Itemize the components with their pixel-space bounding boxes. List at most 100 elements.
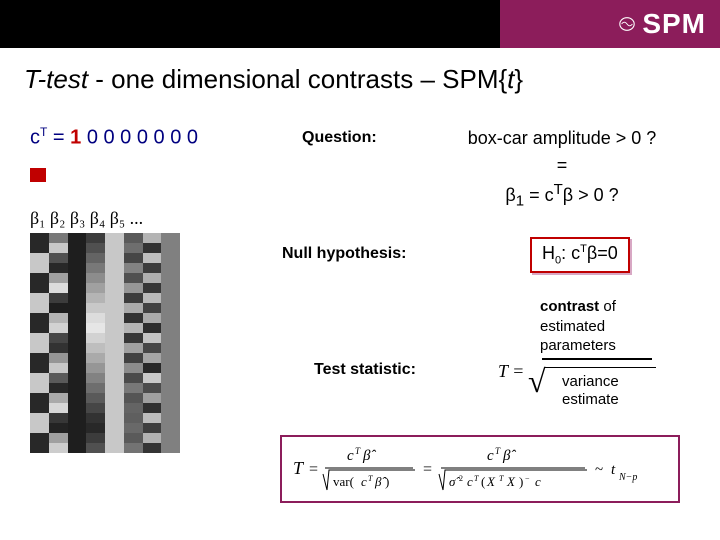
design-matrix-cell: [30, 253, 49, 263]
svg-text:t: t: [611, 462, 616, 478]
design-matrix-cell: [30, 323, 49, 333]
design-matrix-cell: [124, 323, 143, 333]
design-matrix-cell: [161, 383, 180, 393]
h0-post: β=0: [587, 243, 618, 263]
design-matrix-cell: [143, 403, 162, 413]
svg-text:): ): [519, 474, 523, 489]
design-matrix-cell: [30, 363, 49, 373]
design-matrix-cell: [68, 433, 87, 443]
title-mid: - one dimensional contrasts – SPM{: [88, 64, 507, 94]
svg-text:c: c: [467, 474, 473, 489]
ct-l2: estimated: [540, 318, 605, 335]
design-matrix-cell: [143, 303, 162, 313]
sqrt-bar: [544, 367, 656, 368]
design-matrix-cell: [86, 233, 105, 243]
design-matrix-cell: [143, 233, 162, 243]
logo-text: SPM: [642, 8, 706, 40]
svg-text:X: X: [506, 474, 516, 489]
design-matrix-cell: [124, 273, 143, 283]
design-matrix-column: [124, 233, 143, 453]
design-matrix-cell: [49, 403, 68, 413]
design-matrix-cell: [161, 283, 180, 293]
design-matrix-cell: [105, 413, 124, 423]
design-matrix-cell: [143, 423, 162, 433]
test-statistic-label: Test statistic:: [314, 361, 416, 379]
svg-text:T: T: [474, 474, 479, 483]
sqrt-symbol: √: [528, 363, 546, 400]
design-matrix-cell: [105, 343, 124, 353]
question-label: Question:: [302, 129, 377, 147]
variance-text: variance estimate: [562, 373, 619, 409]
design-matrix-cell: [124, 413, 143, 423]
design-matrix-cell: [105, 423, 124, 433]
design-matrix-cell: [30, 403, 49, 413]
title-close: }: [514, 64, 523, 94]
design-matrix-cell: [143, 283, 162, 293]
design-matrix-cell: [49, 373, 68, 383]
design-matrix-cell: [105, 313, 124, 323]
design-matrix: [30, 233, 180, 453]
design-matrix-cell: [124, 433, 143, 443]
design-matrix-cell: [49, 363, 68, 373]
design-matrix-cell: [49, 303, 68, 313]
design-matrix-cell: [105, 443, 124, 453]
design-matrix-cell: [86, 333, 105, 343]
design-matrix-cell: [86, 263, 105, 273]
design-matrix-cell: [49, 423, 68, 433]
design-matrix-cell: [86, 393, 105, 403]
svg-text:β̂: β̂: [502, 448, 516, 464]
design-matrix-cell: [86, 383, 105, 393]
design-matrix-cell: [68, 343, 87, 353]
design-matrix-cell: [68, 413, 87, 423]
design-matrix-column: [86, 233, 105, 453]
design-matrix-cell: [161, 243, 180, 253]
left-column: cT = 1 0 0 0 0 0 0 0 β₁ β₂ β₃ β₄ β₅ ...: [30, 125, 250, 453]
design-matrix-cell: [161, 273, 180, 283]
design-matrix-cell: [124, 283, 143, 293]
design-matrix-cell: [161, 333, 180, 343]
design-matrix-cell: [124, 363, 143, 373]
design-matrix-cell: [161, 293, 180, 303]
design-matrix-cell: [30, 293, 49, 303]
slide-title: T-test - one dimensional contrasts – SPM…: [0, 48, 720, 105]
contrast-description: contrast of estimated parameters: [540, 297, 690, 356]
design-matrix-cell: [30, 433, 49, 443]
design-matrix-cell: [49, 293, 68, 303]
design-matrix-cell: [105, 353, 124, 363]
design-matrix-column: [161, 233, 180, 453]
design-matrix-cell: [49, 413, 68, 423]
design-matrix-cell: [124, 353, 143, 363]
ct-c: c: [30, 127, 40, 149]
design-matrix-cell: [105, 243, 124, 253]
design-matrix-cell: [30, 333, 49, 343]
svg-text:=: =: [423, 461, 432, 478]
design-matrix-cell: [30, 283, 49, 293]
design-matrix-cell: [30, 313, 49, 323]
svg-text:T: T: [495, 446, 501, 456]
design-matrix-cell: [30, 233, 49, 243]
design-matrix-cell: [161, 433, 180, 443]
svg-text:−: −: [525, 474, 530, 483]
design-matrix-cell: [49, 323, 68, 333]
design-matrix-cell: [143, 363, 162, 373]
design-matrix-cell: [49, 353, 68, 363]
svg-text:c: c: [347, 448, 354, 464]
design-matrix-cell: [124, 243, 143, 253]
design-matrix-cell: [86, 323, 105, 333]
design-matrix-cell: [49, 343, 68, 353]
design-matrix-cell: [49, 243, 68, 253]
design-matrix-cell: [68, 333, 87, 343]
design-matrix-cell: [30, 273, 49, 283]
svg-text:c: c: [535, 474, 541, 489]
design-matrix-cell: [124, 443, 143, 453]
design-matrix-cell: [161, 303, 180, 313]
design-matrix-cell: [68, 273, 87, 283]
svg-text:N−p: N−p: [618, 472, 637, 483]
design-matrix-cell: [68, 253, 87, 263]
design-matrix-cell: [143, 333, 162, 343]
design-matrix-cell: [68, 363, 87, 373]
design-matrix-cell: [30, 393, 49, 403]
design-matrix-cell: [30, 383, 49, 393]
t-statistic-formula: T = c T β̂ var( c T β̂ ) = c T β̂ σ̂ 2 c…: [285, 440, 675, 498]
design-matrix-cell: [86, 353, 105, 363]
